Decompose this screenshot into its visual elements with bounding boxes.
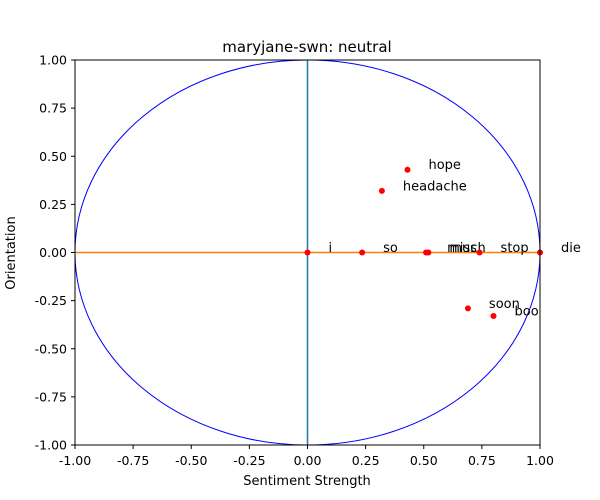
x-axis: -1.00 -0.75 -0.50 -0.25 0.00 0.25 0.50 0.75 1.00: [59, 445, 554, 468]
y-tick-label: -0.25: [35, 293, 67, 308]
y-tick-label: 1.00: [39, 53, 67, 68]
x-tick-label: 0.25: [352, 453, 380, 468]
chart-title: maryjane-swn: neutral: [222, 38, 391, 56]
x-tick-label: -0.25: [233, 453, 265, 468]
data-point-boo: [490, 313, 497, 320]
y-tick-label: 0.00: [39, 245, 67, 260]
x-tick-label: 0.75: [468, 453, 496, 468]
data-label-so: so: [383, 241, 398, 256]
data-label-soon: soon: [489, 297, 520, 312]
x-tick-label: 1.00: [526, 453, 554, 468]
x-tick-label: -0.75: [117, 453, 149, 468]
y-axis-label: Orientation: [4, 216, 19, 289]
x-tick-label: -0.50: [175, 453, 207, 468]
y-tick-label: -1.00: [35, 438, 67, 453]
data-point-so: [359, 249, 366, 256]
data-point-headache: [378, 187, 385, 194]
data-label-boo: boo: [515, 305, 539, 320]
data-point-stop: [476, 249, 483, 256]
data-point-hope: [404, 166, 411, 173]
data-label-i: i: [329, 241, 333, 256]
x-tick-label: 0.50: [410, 453, 438, 468]
data-point-much: [425, 249, 432, 256]
data-point-soon: [464, 305, 471, 312]
x-axis-label: Sentiment Strength: [243, 474, 371, 489]
x-tick-label: -1.00: [59, 453, 91, 468]
y-tick-label: 0.50: [39, 149, 67, 164]
x-tick-label: 0.00: [294, 453, 322, 468]
y-tick-label: 0.75: [39, 101, 67, 116]
data-label-headache: headache: [403, 179, 467, 194]
y-tick-label: -0.50: [35, 341, 67, 356]
data-point-i: [304, 249, 311, 256]
data-label-miss: miss: [447, 241, 477, 256]
data-label-die: die: [561, 241, 581, 256]
y-tick-label: -0.75: [35, 389, 67, 404]
y-tick-label: 0.25: [39, 197, 67, 212]
y-axis: -1.00 -0.75 -0.50 -0.25 0.00 0.25 0.50 0.75 1.00: [35, 53, 75, 453]
data-label-hope: hope: [428, 158, 460, 173]
data-label-stop: stop: [501, 241, 529, 256]
